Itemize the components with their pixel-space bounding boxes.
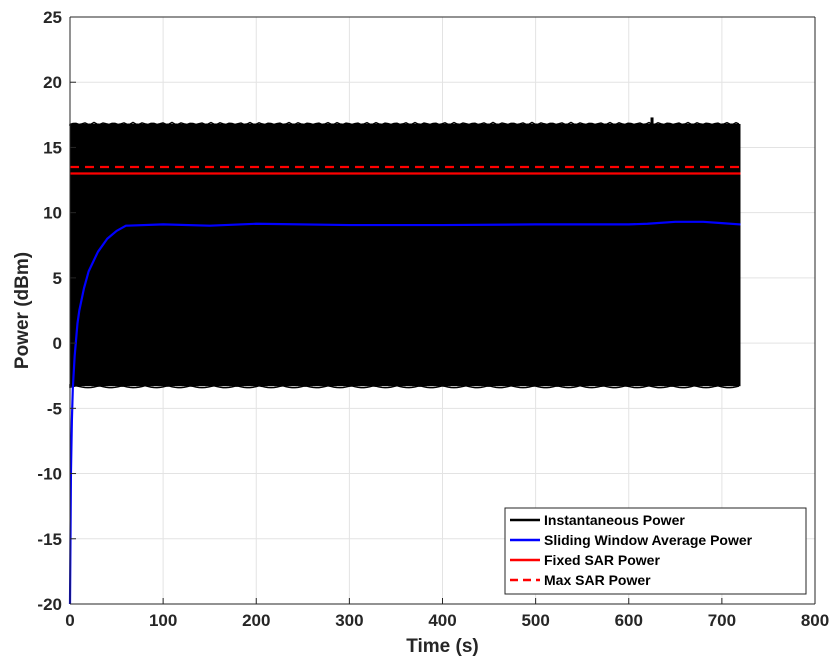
y-tick-label-2: -10 bbox=[37, 465, 62, 484]
instantaneous-power-bottom-edge bbox=[69, 384, 740, 389]
legend-box bbox=[504, 507, 807, 595]
x-axis-label: Time (s) bbox=[406, 636, 479, 657]
x-tick-label-0: 0 bbox=[65, 611, 74, 630]
y-tick-label-7: 15 bbox=[43, 138, 62, 157]
x-tick-label-3: 300 bbox=[335, 611, 363, 630]
y-tick-label-0: -20 bbox=[37, 595, 62, 614]
y-tick-label-1: -15 bbox=[37, 530, 62, 549]
x-tick-label-5: 500 bbox=[521, 611, 549, 630]
x-tick-label-1: 100 bbox=[149, 611, 177, 630]
x-tick-label-7: 700 bbox=[708, 611, 736, 630]
legend: Instantaneous Power Sliding Window Averag… bbox=[504, 507, 807, 595]
legend-label-2: Fixed SAR Power bbox=[544, 552, 660, 568]
axes bbox=[69, 16, 816, 605]
legend-label-3: Max SAR Power bbox=[544, 572, 651, 588]
series-instantaneous-power bbox=[70, 123, 741, 387]
y-tick-label-8: 20 bbox=[43, 73, 62, 92]
legend-label-1: Sliding Window Average Power bbox=[544, 532, 753, 548]
legend-label-0: Instantaneous Power bbox=[544, 512, 685, 528]
instantaneous-power-top-edge bbox=[69, 121, 740, 126]
x-tick-label-8: 800 bbox=[801, 611, 829, 630]
y-axis-label: Power (dBm) bbox=[12, 252, 33, 369]
y-tick-label-3: -5 bbox=[47, 399, 62, 418]
x-tick-label-6: 600 bbox=[615, 611, 643, 630]
y-tick-label-5: 5 bbox=[53, 269, 62, 288]
series-layer bbox=[68, 117, 741, 605]
y-tick-label-9: 25 bbox=[43, 8, 62, 27]
x-tick-label-4: 400 bbox=[428, 611, 456, 630]
y-tick-label-4: 0 bbox=[53, 334, 62, 353]
y-tick-label-6: 10 bbox=[43, 204, 62, 223]
x-tick-label-2: 200 bbox=[242, 611, 270, 630]
series-sliding-window-average-power bbox=[68, 220, 741, 605]
tick-labels: 0 100 200 300 400 500 600 700 800 -20 -15 -10 -5 0 5 10… bbox=[37, 8, 829, 630]
